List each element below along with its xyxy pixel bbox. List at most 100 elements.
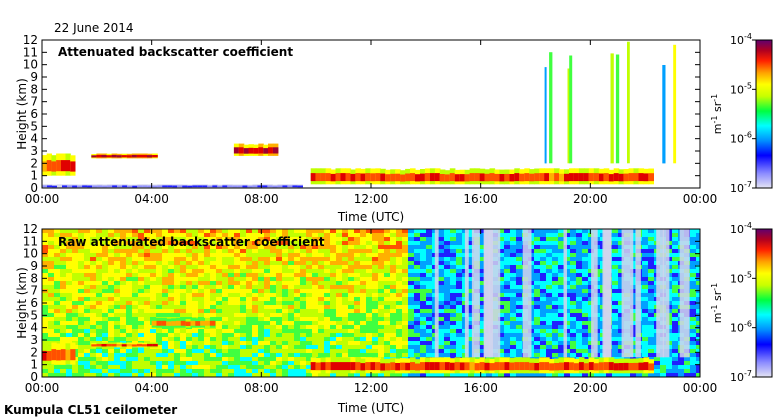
- heatmap-cell: [516, 269, 522, 273]
- heatmap-cell: [612, 317, 618, 321]
- heatmap-cell: [228, 297, 234, 301]
- heatmap-cell: [444, 174, 451, 182]
- heatmap-cell: [264, 269, 270, 273]
- heatmap-cell: [516, 261, 522, 265]
- heatmap-cell: [174, 301, 180, 305]
- heatmap-cell: [204, 281, 210, 285]
- y-tick-label: 12: [23, 222, 38, 236]
- heatmap-cell: [576, 253, 582, 257]
- heatmap-cell: [60, 237, 66, 241]
- heatmap-cell: [654, 365, 660, 369]
- heatmap-cell: [558, 237, 564, 241]
- heatmap-cell: [504, 241, 510, 245]
- heatmap-cell: [132, 237, 138, 241]
- heatmap-cell: [480, 313, 486, 317]
- heatmap-cell: [642, 345, 648, 349]
- heatmap-cell: [147, 155, 153, 158]
- heatmap-cell: [48, 241, 54, 245]
- heatmap-cell: [384, 285, 390, 289]
- heatmap-cell: [54, 337, 60, 341]
- heatmap-cell: [618, 297, 624, 301]
- heatmap-cell: [294, 313, 300, 317]
- heatmap-cell: [360, 253, 366, 257]
- heatmap-cell: [48, 281, 54, 285]
- heatmap-cell: [204, 305, 210, 309]
- heatmap-cell: [426, 325, 432, 329]
- heatmap-cell: [480, 301, 486, 305]
- heatmap-cell: [114, 369, 120, 373]
- heatmap-cell: [276, 233, 282, 237]
- heatmap-cell: [54, 373, 60, 377]
- heatmap-cell: [90, 261, 96, 265]
- heatmap-cell: [558, 337, 564, 341]
- heatmap-cell: [426, 309, 432, 313]
- heatmap-cell: [558, 273, 564, 277]
- heatmap-cell: [540, 309, 546, 313]
- heatmap-cell: [378, 333, 384, 337]
- heatmap-cell: [240, 229, 246, 233]
- heatmap-cell: [510, 309, 516, 313]
- heatmap-cell: [552, 341, 558, 345]
- heatmap-cell: [414, 261, 420, 265]
- heatmap-cell: [696, 261, 700, 265]
- heatmap-cell: [468, 329, 474, 333]
- heatmap-cell: [198, 289, 204, 293]
- heatmap-cell: [540, 265, 546, 269]
- heatmap-cell: [42, 245, 48, 249]
- heatmap-cell: [126, 373, 132, 377]
- heatmap-cell: [216, 333, 222, 337]
- heatmap-cell: [168, 357, 174, 361]
- heatmap-cell: [384, 297, 390, 301]
- heatmap-cell: [414, 285, 420, 289]
- heatmap-cell: [534, 341, 540, 345]
- heatmap-cell: [186, 245, 192, 249]
- heatmap-cell: [48, 333, 54, 337]
- heatmap-cell: [306, 241, 312, 245]
- heatmap-cell: [402, 341, 408, 345]
- heatmap-cell: [360, 341, 366, 345]
- heatmap-cell: [444, 233, 450, 237]
- heatmap-cell: [132, 265, 138, 269]
- heatmap-cell: [168, 257, 174, 261]
- heatmap-cell: [42, 293, 48, 297]
- heatmap-cell: [426, 233, 432, 237]
- heatmap-cell: [162, 265, 168, 269]
- heatmap-cell: [186, 297, 192, 301]
- heatmap-cell: [450, 277, 456, 281]
- heatmap-cell: [642, 253, 648, 257]
- heatmap-cell: [588, 353, 594, 357]
- heatmap-cell: [258, 289, 264, 293]
- heatmap-cell: [324, 249, 330, 253]
- heatmap-cell: [456, 353, 462, 357]
- heatmap-cell: [678, 365, 684, 369]
- heatmap-cell: [114, 305, 120, 309]
- heatmap-cell: [618, 301, 624, 305]
- heatmap-cell: [510, 353, 516, 357]
- heatmap-feature: [434, 229, 690, 358]
- heatmap-cell: [242, 185, 248, 188]
- heatmap-cell: [426, 277, 432, 281]
- heatmap-cell: [168, 345, 174, 349]
- heatmap-cell: [408, 313, 414, 317]
- heatmap-cell: [252, 245, 258, 249]
- heatmap-cell: [576, 257, 582, 261]
- heatmap-cell: [378, 297, 384, 301]
- heatmap-cell: [102, 289, 108, 293]
- heatmap-cell: [234, 257, 240, 261]
- heatmap-cell: [66, 273, 72, 277]
- heatmap-cell: [546, 313, 552, 317]
- heatmap-cell: [378, 309, 384, 313]
- heatmap-cell: [378, 285, 384, 289]
- heatmap-cell: [524, 362, 530, 371]
- heatmap-cell: [84, 229, 90, 233]
- heatmap-cell: [365, 173, 371, 182]
- heatmap-cell: [438, 253, 444, 257]
- heatmap-cell: [300, 241, 306, 245]
- heatmap-cell: [228, 301, 234, 305]
- heatmap-cell: [378, 317, 384, 321]
- heatmap-cell: [150, 273, 156, 277]
- heatmap-cell: [205, 320, 211, 326]
- heatmap-cell: [489, 363, 496, 371]
- heatmap-cell: [336, 281, 342, 285]
- heatmap-cell: [156, 320, 162, 326]
